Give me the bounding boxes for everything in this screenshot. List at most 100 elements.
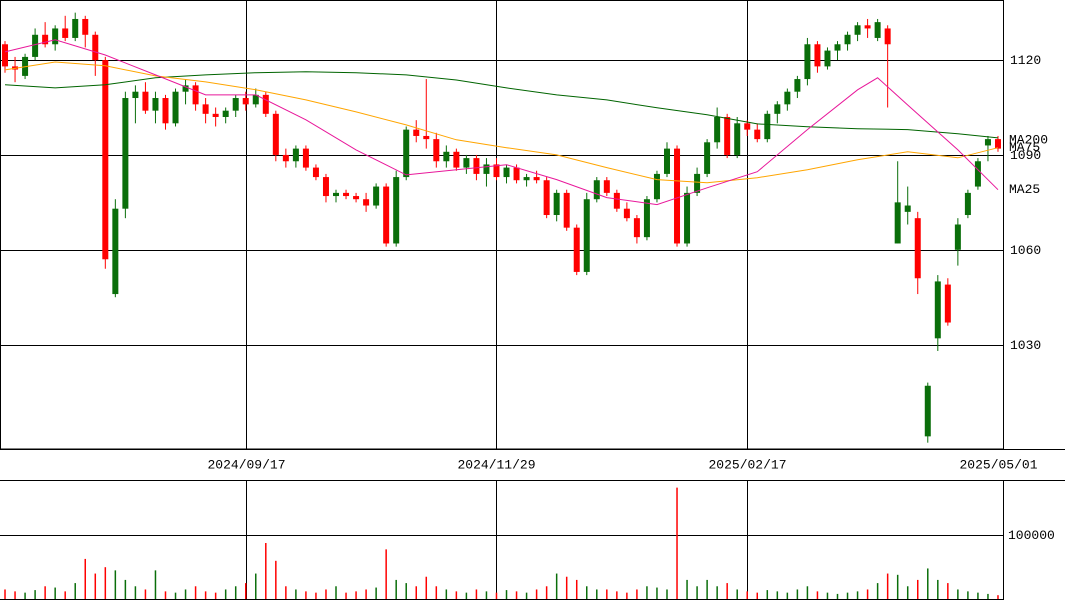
- candle-body: [373, 186, 380, 206]
- candle-body: [643, 199, 650, 238]
- candle-body: [704, 142, 711, 174]
- candle-body: [533, 177, 540, 181]
- candle-body: [924, 385, 931, 437]
- candle-body: [854, 25, 861, 35]
- candle-body: [473, 158, 480, 174]
- candle-body: [523, 177, 530, 181]
- candle-body: [724, 116, 731, 155]
- candle-body: [734, 123, 741, 155]
- candle-body: [764, 113, 771, 140]
- candle-body: [32, 34, 39, 57]
- volume-tick-label: 100000: [1008, 528, 1055, 543]
- candle-body: [403, 129, 410, 178]
- candle-body: [894, 202, 901, 244]
- candle-body: [443, 151, 450, 162]
- candle-body: [974, 161, 981, 187]
- candle-body: [653, 173, 660, 200]
- candle-body: [874, 22, 881, 38]
- candle-body: [132, 91, 139, 99]
- candle-body: [573, 227, 580, 272]
- candle-body: [142, 91, 149, 111]
- candle-body: [52, 28, 59, 45]
- x-tick-label: 2024/11/29: [457, 457, 535, 472]
- candle-body: [583, 199, 590, 272]
- candle-body: [383, 186, 390, 244]
- candle-body: [714, 116, 721, 143]
- candle-body: [663, 148, 670, 174]
- legend-label: MA25: [1009, 182, 1040, 197]
- candle-body: [884, 28, 891, 45]
- y-tick-label: 1120: [1010, 53, 1041, 68]
- candle-body: [493, 164, 500, 178]
- candle-body: [904, 205, 911, 212]
- candle-body: [794, 79, 801, 92]
- candle-body: [112, 208, 119, 295]
- candle-body: [212, 113, 219, 117]
- candle-body: [312, 167, 319, 178]
- candle-body: [232, 98, 239, 111]
- candle-body: [222, 110, 229, 117]
- legend-label: MA75: [1009, 140, 1040, 155]
- candle-body: [483, 164, 490, 174]
- candle-body: [744, 123, 751, 130]
- candle-body: [353, 196, 360, 200]
- candle-body: [2, 44, 9, 67]
- candle-body: [192, 85, 199, 105]
- moving-average-line: [4, 39, 999, 206]
- candle-body: [282, 154, 289, 162]
- candle-body: [92, 34, 99, 61]
- candle-body: [272, 113, 279, 155]
- candle-body: [302, 148, 309, 168]
- candle-body: [994, 139, 1001, 149]
- candle-body: [684, 192, 691, 244]
- candle-body: [674, 148, 681, 244]
- candle-body: [513, 167, 520, 181]
- candle-body: [814, 44, 821, 67]
- price-panel-frame: [0, 0, 1004, 450]
- moving-average-line: [4, 71, 999, 139]
- candle-body: [172, 91, 179, 124]
- candle-body: [543, 180, 550, 216]
- candle-body: [423, 135, 430, 140]
- candle-body: [804, 44, 811, 80]
- y-tick-label: 1060: [1010, 243, 1041, 258]
- candle-body: [844, 34, 851, 45]
- candle-body: [563, 192, 570, 228]
- candle-body: [72, 18, 79, 38]
- candle-body: [242, 98, 249, 105]
- candle-body: [934, 281, 941, 339]
- legend-label: MA200: [1009, 132, 1048, 147]
- candle-body: [784, 91, 791, 105]
- candle-body: [774, 104, 781, 114]
- candle-body: [623, 208, 630, 219]
- candle-body: [864, 25, 871, 29]
- candle-body: [694, 173, 701, 193]
- candle-body: [162, 98, 169, 124]
- candle-body: [42, 34, 49, 45]
- candle-body: [754, 129, 761, 140]
- candle-body: [202, 104, 209, 114]
- candle-body: [292, 148, 299, 162]
- candle-body: [834, 44, 841, 51]
- candle-body: [62, 28, 69, 38]
- y-tick-label: 1090: [1010, 148, 1041, 163]
- candle-body: [593, 180, 600, 200]
- candle-body: [393, 177, 400, 244]
- candle-body: [363, 199, 370, 206]
- candle-body: [122, 98, 129, 209]
- candle-body: [102, 60, 109, 260]
- candle-body: [503, 167, 510, 178]
- candle-body: [82, 18, 89, 35]
- candle-body: [553, 192, 560, 216]
- candle-body: [322, 177, 329, 197]
- candle-body: [964, 192, 971, 216]
- candle-body: [603, 180, 610, 193]
- x-tick-label: 2025/02/17: [708, 457, 786, 472]
- candle-body: [333, 192, 340, 197]
- candle-body: [633, 218, 640, 238]
- x-tick-label: 2024/09/17: [207, 457, 285, 472]
- candle-body: [463, 158, 470, 168]
- candle-body: [954, 224, 961, 250]
- candle-body: [453, 151, 460, 168]
